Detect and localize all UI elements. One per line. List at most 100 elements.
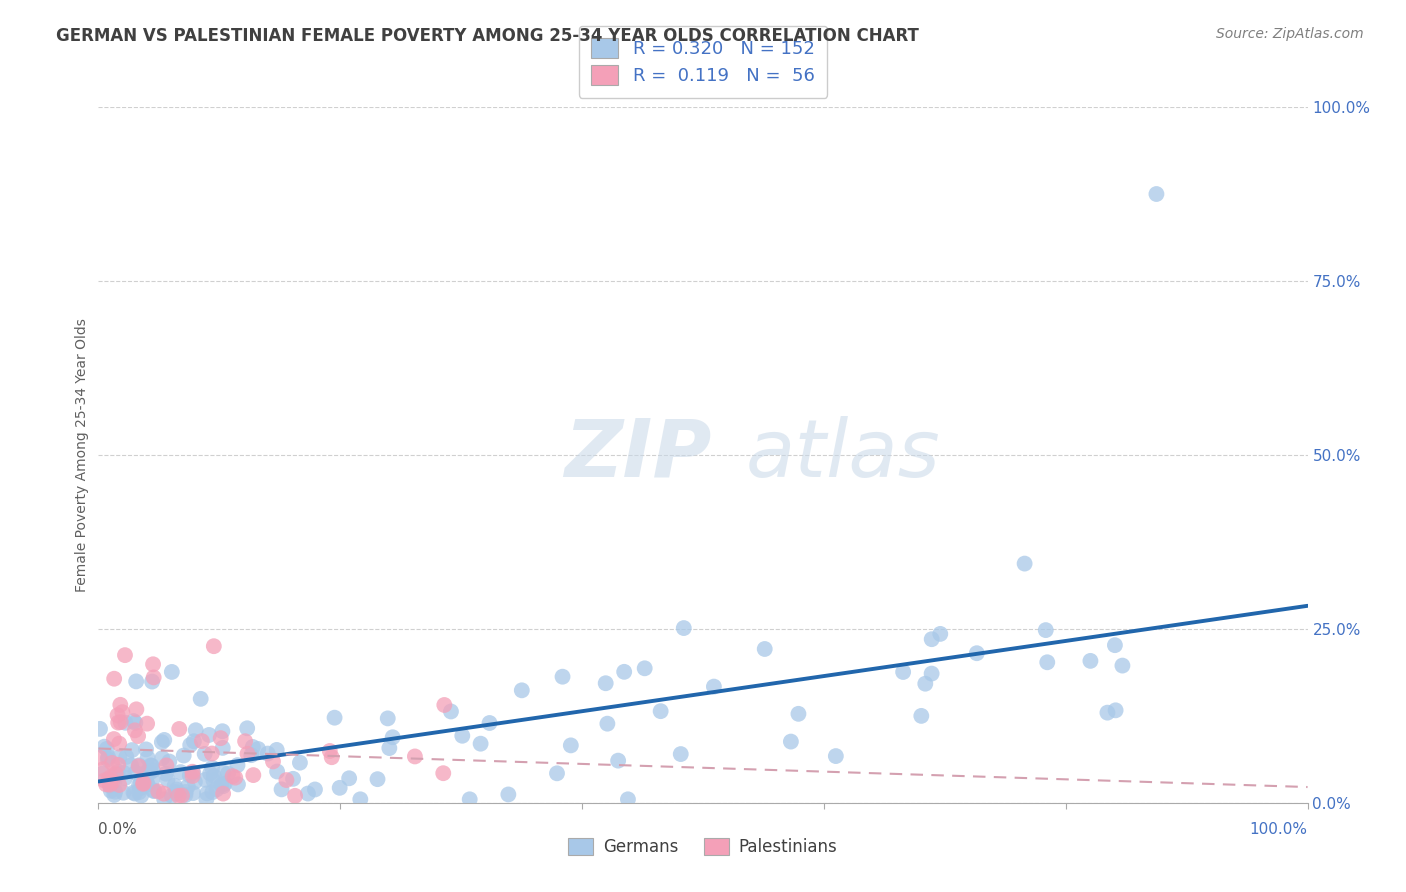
Point: [110, 698, 132, 712]
Point: [478, 716, 501, 731]
Point: [281, 772, 304, 786]
Point: [270, 782, 292, 797]
Point: [136, 777, 159, 791]
Point: [132, 777, 155, 791]
Text: ZIP: ZIP: [564, 416, 711, 494]
Point: [142, 670, 165, 684]
Point: [214, 777, 236, 791]
Point: [129, 789, 152, 803]
Point: [110, 715, 132, 730]
Text: GERMAN VS PALESTINIAN FEMALE POVERTY AMONG 25-34 YEAR OLDS CORRELATION CHART: GERMAN VS PALESTINIAN FEMALE POVERTY AMO…: [56, 27, 920, 45]
Point: [108, 737, 131, 751]
Point: [266, 743, 288, 757]
Point: [139, 765, 162, 780]
Point: [150, 751, 173, 765]
Point: [498, 788, 520, 802]
Point: [560, 739, 582, 753]
Point: [89, 750, 111, 764]
Point: [1111, 658, 1133, 673]
Point: [242, 768, 264, 782]
Point: [672, 621, 695, 635]
Point: [226, 777, 249, 791]
Text: 0.0%: 0.0%: [98, 822, 138, 837]
Point: [127, 729, 149, 743]
Point: [262, 755, 284, 769]
Point: [93, 739, 115, 754]
Point: [177, 780, 200, 794]
Point: [921, 632, 943, 647]
Point: [128, 759, 150, 773]
Point: [247, 742, 270, 756]
Point: [115, 750, 138, 764]
Point: [170, 789, 193, 803]
Point: [510, 683, 533, 698]
Point: [173, 748, 195, 763]
Point: [174, 785, 197, 799]
Point: [195, 792, 218, 806]
Point: [103, 732, 125, 747]
Point: [224, 771, 246, 785]
Point: [440, 705, 463, 719]
Point: [128, 785, 150, 799]
Point: [381, 731, 404, 745]
Point: [94, 777, 117, 791]
Point: [181, 764, 204, 779]
Point: [966, 646, 988, 660]
Point: [1104, 703, 1126, 717]
Point: [650, 704, 672, 718]
Point: [1104, 638, 1126, 652]
Point: [108, 778, 131, 792]
Point: [160, 665, 183, 679]
Point: [142, 764, 165, 778]
Point: [634, 661, 657, 675]
Point: [98, 778, 121, 792]
Point: [613, 665, 636, 679]
Point: [470, 737, 492, 751]
Point: [97, 752, 120, 766]
Point: [669, 747, 692, 761]
Point: [288, 756, 311, 770]
Point: [93, 773, 115, 788]
Point: [1097, 706, 1119, 720]
Point: [201, 785, 224, 799]
Point: [108, 750, 131, 764]
Point: [378, 741, 401, 756]
Point: [181, 786, 204, 800]
Point: [101, 756, 124, 770]
Point: [136, 716, 159, 731]
Point: [212, 787, 235, 801]
Point: [205, 782, 228, 797]
Point: [124, 765, 146, 780]
Point: [929, 627, 952, 641]
Point: [217, 766, 239, 780]
Point: [458, 792, 481, 806]
Point: [596, 716, 619, 731]
Point: [236, 747, 259, 761]
Point: [141, 773, 163, 788]
Point: [780, 734, 803, 748]
Point: [167, 789, 190, 803]
Point: [97, 772, 120, 787]
Point: [155, 758, 177, 772]
Point: [167, 722, 190, 736]
Point: [103, 672, 125, 686]
Point: [112, 765, 135, 780]
Point: [97, 750, 120, 764]
Point: [1035, 623, 1057, 637]
Point: [921, 666, 943, 681]
Point: [107, 764, 129, 779]
Point: [266, 764, 288, 779]
Point: [377, 711, 399, 725]
Point: [1036, 655, 1059, 669]
Point: [107, 715, 129, 730]
Point: [276, 773, 298, 788]
Point: [157, 755, 180, 769]
Point: [256, 747, 278, 761]
Point: [202, 773, 225, 788]
Point: [221, 769, 243, 783]
Point: [211, 740, 233, 755]
Point: [321, 750, 343, 764]
Point: [166, 787, 188, 801]
Point: [153, 792, 176, 806]
Point: [319, 744, 342, 758]
